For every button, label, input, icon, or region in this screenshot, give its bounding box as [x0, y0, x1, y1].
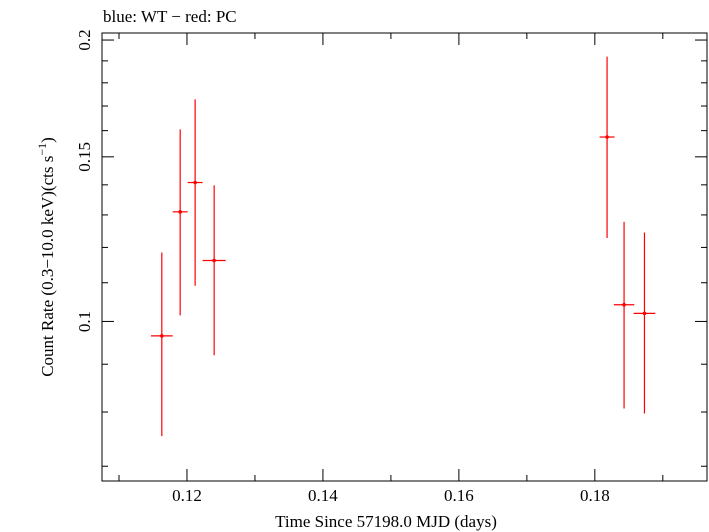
data-marker: [605, 135, 609, 139]
y-tick-label: 0.1: [75, 311, 94, 332]
data-point: [633, 232, 656, 414]
y-tick-label: 0.2: [75, 29, 94, 50]
y-tick-label: 0.15: [75, 142, 94, 172]
data-point: [599, 56, 615, 239]
data-point: [202, 185, 226, 356]
x-tick-label: 0.12: [172, 486, 202, 505]
data-point: [172, 129, 188, 316]
data-marker: [193, 180, 197, 185]
x-tick-label: 0.16: [444, 486, 474, 505]
y-axis: 0.1 0.15 0.2: [75, 29, 707, 467]
x-axis: 0.12 0.14 0.16 0.18: [118, 33, 664, 505]
data-series-pc: [150, 56, 656, 437]
data-marker: [178, 210, 182, 214]
x-tick-label: 0.18: [580, 486, 610, 505]
data-marker: [212, 258, 216, 263]
chart-title: blue: WT − red: PC: [103, 7, 237, 26]
y-axis-label-close: ): [38, 137, 57, 143]
x-tick-label: 0.14: [308, 486, 338, 505]
data-point: [150, 252, 173, 437]
data-point: [613, 221, 635, 409]
plot-frame: [101, 32, 708, 482]
data-marker: [642, 311, 647, 316]
data-point: [187, 99, 203, 286]
data-marker: [622, 302, 626, 307]
data-marker: [160, 334, 164, 338]
y-axis-label-main: Count Rate (0.3−10.0 keV)(cts s: [38, 156, 57, 377]
y-axis-label-superscript: −1: [35, 143, 49, 156]
x-axis-label: Time Since 57198.0 MJD (days): [275, 512, 497, 531]
y-axis-label: Count Rate (0.3−10.0 keV)(cts s−1): [35, 137, 57, 377]
